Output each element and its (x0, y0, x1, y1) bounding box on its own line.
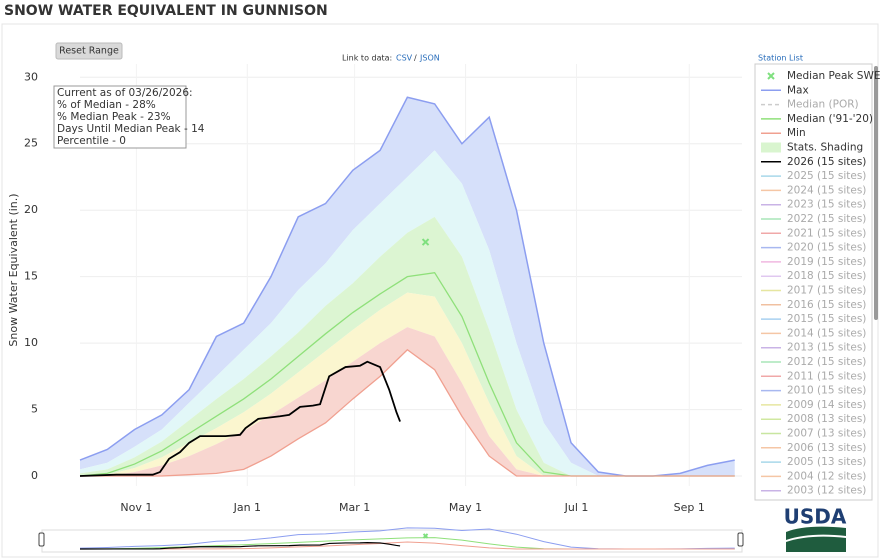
legend-label[interactable]: 2010 (15 sites) (787, 385, 866, 397)
annotation-line: % Median Peak - 23% (57, 111, 171, 123)
legend-label[interactable]: 2017 (15 sites) (787, 285, 866, 297)
range-handle[interactable] (737, 532, 744, 547)
legend-label[interactable]: 2018 (15 sites) (787, 270, 866, 282)
legend-label[interactable]: 2015 (15 sites) (787, 313, 866, 325)
y-tick-label: 25 (24, 137, 38, 150)
legend-label[interactable]: Stats. Shading (787, 142, 863, 154)
legend-label[interactable]: Median (POR) (787, 99, 859, 111)
mini-max-line (79, 527, 735, 550)
legend-label[interactable]: 2014 (15 sites) (787, 327, 866, 339)
legend-label[interactable]: Min (787, 127, 806, 139)
stats-shading-band (80, 216, 735, 477)
legend-label[interactable]: 2023 (15 sites) (787, 199, 866, 211)
x-tick-label: Mar 1 (339, 501, 370, 514)
stats-shading-band (80, 150, 735, 477)
legend-label[interactable]: 2006 (13 sites) (787, 442, 866, 454)
legend-label[interactable]: 2008 (13 sites) (787, 413, 866, 425)
legend-label[interactable]: Max (787, 84, 809, 96)
legend-swatch (761, 142, 781, 153)
legend-label[interactable]: 2016 (15 sites) (787, 299, 866, 311)
legend-label[interactable]: 2011 (15 sites) (787, 370, 866, 382)
x-tick-label: Jul 1 (564, 501, 589, 514)
x-tick-label: Nov 1 (120, 501, 152, 514)
csv-link[interactable]: CSV (396, 54, 413, 63)
legend-label[interactable]: Median ('91-'20) (787, 113, 873, 125)
x-tick-label: Sep 1 (674, 501, 705, 514)
x-tick-label: May 1 (449, 501, 482, 514)
logo-text: USDA (784, 505, 847, 529)
annotation-line: Percentile - 0 (57, 135, 126, 147)
annotation-line: Current as of 03/26/2026: (57, 87, 193, 99)
legend-scrollbar[interactable] (874, 66, 878, 320)
chart-title: SNOW WATER EQUIVALENT IN GUNNISON (4, 3, 328, 19)
current-year-line (79, 360, 401, 477)
link-label: Link to data: (342, 54, 392, 63)
legend-swatch (767, 72, 775, 80)
legend-label[interactable]: 2007 (13 sites) (787, 428, 866, 440)
legend-label[interactable]: 2003 (12 sites) (787, 485, 866, 497)
legend-box (754, 63, 873, 501)
y-tick-label: 10 (24, 336, 38, 349)
min-line (80, 348, 735, 477)
stats-shading-band (80, 97, 735, 477)
y-tick-label: 20 (24, 203, 38, 216)
logo-hill (786, 526, 846, 540)
legend-label[interactable]: 2019 (15 sites) (787, 256, 866, 268)
legend-label[interactable]: 2013 (15 sites) (787, 342, 866, 354)
mini-min-line (80, 541, 735, 550)
annotation-box (53, 85, 187, 149)
y-tick-label: 30 (24, 70, 38, 83)
link-separator: / (414, 54, 417, 63)
station-list-link[interactable]: Station List (758, 54, 803, 63)
range-mini-chart (79, 527, 735, 550)
reset-button[interactable] (55, 42, 123, 60)
x-tick-label: Jan 1 (233, 501, 261, 514)
logo-hill (786, 536, 846, 552)
legend-label[interactable]: 2026 (15 sites) (787, 156, 866, 168)
usda-logo (786, 526, 846, 552)
plot (79, 64, 742, 486)
legend-label[interactable]: 2020 (15 sites) (787, 242, 866, 254)
y-tick-label: 0 (31, 469, 38, 482)
legend-label[interactable]: 2004 (12 sites) (787, 470, 866, 482)
median-peak-marker (421, 238, 430, 246)
y-axis-label: Snow Water Equivalent (in.) (7, 193, 20, 346)
y-tick-label: 15 (24, 270, 38, 283)
legend-label[interactable]: 2012 (15 sites) (787, 356, 866, 368)
json-link[interactable]: JSON (419, 54, 440, 63)
legend-label[interactable]: Median Peak SWE (787, 70, 880, 82)
stats-shading-band (80, 327, 735, 477)
reset-button-label[interactable]: Reset Range (59, 46, 119, 57)
legend-label[interactable]: 2021 (15 sites) (787, 227, 866, 239)
legend-label[interactable]: 2022 (15 sites) (787, 213, 866, 225)
mini-current-line (79, 542, 401, 550)
legend-label[interactable]: 2005 (13 sites) (787, 456, 866, 468)
mini-peak-marker (422, 533, 429, 539)
legend-label[interactable]: 2025 (15 sites) (787, 170, 866, 182)
legend-label[interactable]: 2024 (15 sites) (787, 184, 866, 196)
range-handle[interactable] (38, 532, 45, 547)
annotation-line: % of Median - 28% (57, 99, 156, 111)
y-tick-label: 5 (31, 403, 38, 416)
legend-label[interactable]: 2009 (14 sites) (787, 399, 866, 411)
annotation-line: Days Until Median Peak - 14 (57, 123, 205, 135)
